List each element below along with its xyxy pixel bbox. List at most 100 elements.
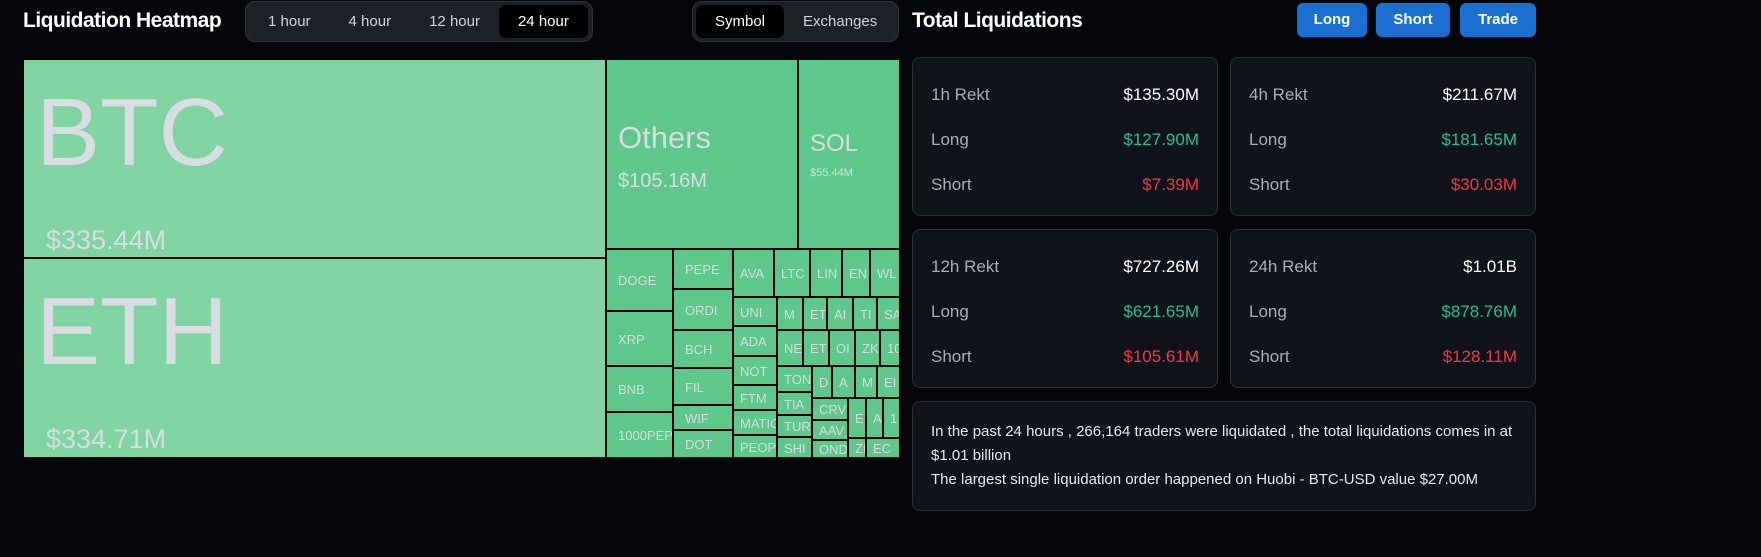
- treemap-cell-d[interactable]: D: [812, 366, 832, 398]
- treemap-cell-tur[interactable]: TUR: [777, 415, 812, 437]
- treemap-cell-m[interactable]: M: [777, 297, 803, 330]
- tab-4-hour[interactable]: 4 hour: [348, 13, 392, 30]
- cell-label: TON: [784, 372, 812, 387]
- trade-button[interactable]: Trade: [1460, 3, 1536, 37]
- short-value: $7.39M: [1142, 175, 1199, 194]
- cell-label: BNB: [618, 382, 645, 397]
- short-value: $105.61M: [1123, 347, 1199, 366]
- treemap-cell-tia[interactable]: TIA: [777, 392, 812, 415]
- rekt-card: 1h Rekt $135.30M Long $127.90M Short $7.39M: [912, 57, 1218, 216]
- tab-24-hour[interactable]: 24 hour: [498, 5, 588, 38]
- treemap-cell-bnb[interactable]: BNB: [606, 366, 673, 412]
- treemap-cell-ti[interactable]: TI: [853, 297, 877, 330]
- cell-label: FIL: [685, 379, 704, 395]
- short-label: Short: [1249, 175, 1290, 194]
- cell-label: LIN: [817, 266, 838, 281]
- treemap-cell-a[interactable]: A: [832, 366, 855, 398]
- treemap-cell-ond[interactable]: OND: [812, 440, 848, 458]
- long-value: $181.65M: [1441, 130, 1517, 149]
- short-label: Short: [931, 347, 972, 366]
- treemap-cell-et[interactable]: ET: [803, 297, 827, 330]
- short-row: Short $105.61M: [931, 347, 1199, 367]
- treemap-cell-ec[interactable]: EC: [866, 438, 900, 458]
- short-value: $128.11M: [1442, 347, 1517, 366]
- cell-label: 1000PEPE: [618, 428, 673, 443]
- long-row: Long $621.65M: [931, 302, 1199, 322]
- treemap-cell-sa[interactable]: SA: [877, 297, 900, 330]
- treemap-cell-matic[interactable]: MATIC: [733, 410, 777, 435]
- treemap-cell-doge[interactable]: DOGE: [606, 249, 673, 311]
- cell-label: ADA: [740, 334, 767, 349]
- total-liquidations-title: Total Liquidations: [912, 9, 1083, 32]
- treemap-cell-wif[interactable]: WIF: [673, 405, 733, 430]
- treemap-cell-a[interactable]: A: [866, 398, 883, 438]
- treemap-cell-not[interactable]: NOT: [733, 356, 777, 385]
- treemap-cell-xrp[interactable]: XRP: [606, 311, 673, 366]
- tab-12-hour[interactable]: 12 hour: [429, 13, 480, 30]
- treemap-cell-peop[interactable]: PEOP: [733, 435, 777, 458]
- cell-label: Others: [618, 120, 712, 155]
- treemap-cell-ai[interactable]: AI: [827, 297, 853, 330]
- cell-label: UNI: [740, 304, 763, 320]
- treemap-cell-1[interactable]: 1: [883, 398, 900, 438]
- treemap-cell-wl[interactable]: WL: [870, 249, 900, 297]
- cell-label: M: [862, 375, 873, 390]
- cell-label: D: [819, 375, 829, 390]
- treemap-cell-ne[interactable]: NE: [777, 330, 803, 366]
- treemap-cell-crv[interactable]: CRV: [812, 398, 848, 420]
- treemap-cell-aav[interactable]: AAV: [812, 420, 848, 440]
- cell-label: FTM: [740, 390, 767, 406]
- treemap-cell-btc[interactable]: BTC $335.44M: [23, 59, 606, 258]
- cell-label: NOT: [740, 363, 768, 379]
- long-value: $621.65M: [1123, 302, 1199, 321]
- treemap-cell-dot[interactable]: DOT: [673, 430, 733, 458]
- cell-label: DOT: [685, 437, 713, 452]
- card-title: 1h Rekt: [931, 85, 990, 104]
- cell-label: EI: [884, 375, 897, 390]
- treemap-cell-lin[interactable]: LIN: [810, 249, 842, 297]
- cell-label: 1: [890, 411, 898, 426]
- cell-label: OND: [819, 442, 848, 457]
- long-value: $127.90M: [1123, 130, 1199, 149]
- treemap-cell-ei[interactable]: EI: [877, 366, 900, 398]
- treemap-cell-ordi[interactable]: ORDI: [673, 289, 733, 330]
- cell-label: SA: [884, 306, 900, 322]
- treemap-cell-ton[interactable]: TON: [777, 366, 812, 392]
- treemap-cell-m[interactable]: M: [855, 366, 877, 398]
- view-tabs: Symbol Exchanges: [692, 1, 899, 42]
- cell-label: EN: [849, 266, 868, 281]
- treemap-cell-fil[interactable]: FIL: [673, 368, 733, 405]
- treemap-cell-10[interactable]: 10: [880, 330, 900, 366]
- total-row: 4h Rekt $211.67M: [1249, 85, 1517, 105]
- treemap-cell-pepe[interactable]: PEPE: [673, 249, 733, 289]
- long-button[interactable]: Long: [1297, 3, 1367, 37]
- treemap-cell-shi[interactable]: SHI: [777, 437, 812, 458]
- treemap-cell-sol[interactable]: SOL $55.44M: [798, 59, 900, 249]
- treemap-cell-eth[interactable]: ETH $334.71M: [23, 258, 606, 458]
- long-row: Long $127.90M: [931, 130, 1199, 150]
- treemap-cell-uni[interactable]: UNI: [733, 297, 777, 326]
- tab-symbol[interactable]: Symbol: [696, 5, 785, 38]
- treemap-cell-ftm[interactable]: FTM: [733, 385, 777, 410]
- treemap-cell-1000pepe[interactable]: 1000PEPE: [606, 412, 673, 458]
- tab-exchanges[interactable]: Exchanges: [803, 13, 878, 30]
- treemap-cell-bch[interactable]: BCH: [673, 330, 733, 368]
- rekt-card: 4h Rekt $211.67M Long $181.65M Short $30.03…: [1230, 57, 1536, 216]
- treemap-cell-oi[interactable]: OI: [829, 330, 855, 366]
- card-title: 12h Rekt: [931, 257, 1000, 276]
- treemap-cell-zk[interactable]: ZK: [848, 438, 866, 458]
- treemap-cell-ltc[interactable]: LTC: [774, 249, 810, 297]
- cell-label: ETH: [36, 278, 228, 385]
- treemap-cell-zk[interactable]: ZK: [855, 330, 880, 366]
- treemap-cell-e[interactable]: E: [848, 398, 866, 438]
- treemap-cell-en[interactable]: EN: [842, 249, 870, 297]
- total-value: $135.30M: [1123, 85, 1199, 104]
- treemap-cell-others[interactable]: Others $105.16M: [606, 59, 798, 249]
- short-button[interactable]: Short: [1376, 3, 1450, 37]
- cell-label: WIF: [685, 410, 709, 426]
- tab-1-hour[interactable]: 1 hour: [268, 13, 311, 30]
- treemap-cell-ava[interactable]: AVA: [733, 249, 774, 297]
- cell-value: $55.44M: [810, 167, 853, 179]
- treemap-cell-et[interactable]: ET: [803, 330, 829, 366]
- treemap-cell-ada[interactable]: ADA: [733, 326, 777, 356]
